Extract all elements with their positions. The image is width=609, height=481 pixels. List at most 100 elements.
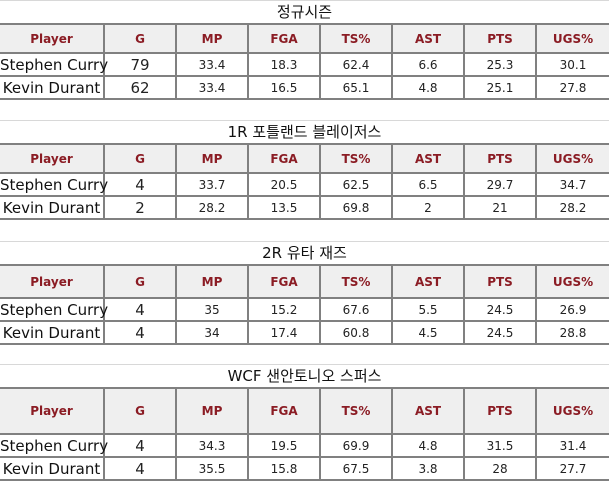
stat-cell: 15.8 — [247, 456, 321, 481]
stat-cell: 35 — [175, 297, 249, 322]
stat-cell: 15.2 — [247, 297, 321, 322]
stats-table: Player G MP FGA TS% AST PTS UGS% Stephen Curry 4 3… — [0, 387, 609, 481]
stats-section: 2R 유타 재즈 Player G MP FGA TS% AST PTS UGS% Stephen… — [0, 241, 609, 345]
stat-cell: 4 — [103, 433, 177, 458]
column-header: AST — [391, 387, 465, 435]
stat-cell: 79 — [103, 52, 177, 77]
column-header: MP — [175, 23, 249, 54]
column-header: AST — [391, 23, 465, 54]
stat-cell: 60.8 — [319, 320, 393, 345]
column-header: UGS% — [535, 264, 609, 299]
stat-cell: 4 — [103, 172, 177, 197]
column-header: MP — [175, 264, 249, 299]
column-header: FGA — [247, 143, 321, 174]
stat-cell: 28.2 — [175, 195, 249, 220]
table-row: Kevin Durant 2 28.2 13.5 69.8 2 21 28.2 — [0, 195, 609, 220]
section-title: 2R 유타 재즈 — [0, 241, 609, 264]
section-title: 정규시즌 — [0, 0, 609, 23]
stats-section: WCF 샌안토니오 스퍼스 Player G MP FGA TS% AST PTS UGS% St… — [0, 364, 609, 481]
stat-cell: 31.5 — [463, 433, 537, 458]
stat-cell: 24.5 — [463, 297, 537, 322]
stat-cell: 33.4 — [175, 75, 249, 100]
column-header: UGS% — [535, 23, 609, 54]
stat-cell: 4.8 — [391, 433, 465, 458]
stat-cell: 25.3 — [463, 52, 537, 77]
column-header: PTS — [463, 387, 537, 435]
stat-cell: 35.5 — [175, 456, 249, 481]
column-header: PTS — [463, 264, 537, 299]
stat-cell: 69.8 — [319, 195, 393, 220]
section-title: 1R 포틀랜드 블레이저스 — [0, 120, 609, 143]
player-name: Stephen Curry — [0, 52, 108, 77]
section-title: WCF 샌안토니오 스퍼스 — [0, 364, 609, 387]
stat-cell: 2 — [391, 195, 465, 220]
column-header: TS% — [319, 23, 393, 54]
stat-cell: 34 — [175, 320, 249, 345]
table-row: Stephen Curry 4 35 15.2 67.6 5.5 24.5 26.9 — [0, 297, 609, 322]
column-header: AST — [391, 143, 465, 174]
player-name: Kevin Durant — [0, 320, 105, 345]
stat-cell: 62.4 — [319, 52, 393, 77]
player-name: Kevin Durant — [0, 75, 105, 100]
stat-cell: 62 — [103, 75, 177, 100]
column-header: MP — [175, 387, 249, 435]
column-header: TS% — [319, 143, 393, 174]
stat-cell: 28 — [463, 456, 537, 481]
table-row: Stephen Curry 4 33.7 20.5 62.5 6.5 29.7 34.7 — [0, 172, 609, 197]
stat-cell: 28.2 — [535, 195, 609, 220]
stat-cell: 33.4 — [175, 52, 249, 77]
column-header: G — [103, 143, 177, 174]
stats-table: Player G MP FGA TS% AST PTS UGS% Stephen Curry 4 3… — [0, 264, 609, 345]
stat-cell: 33.7 — [175, 172, 249, 197]
stats-section: 1R 포틀랜드 블레이저스 Player G MP FGA TS% AST PTS UGS% St… — [0, 120, 609, 220]
table-row: Kevin Durant 62 33.4 16.5 65.1 4.8 25.1 27.8 — [0, 75, 609, 100]
column-header: G — [103, 387, 177, 435]
stat-cell: 5.5 — [391, 297, 465, 322]
stat-cell: 29.7 — [463, 172, 537, 197]
stat-cell: 2 — [103, 195, 177, 220]
column-header: MP — [175, 143, 249, 174]
header-row: Player G MP FGA TS% AST PTS UGS% — [0, 387, 609, 435]
stat-cell: 13.5 — [247, 195, 321, 220]
player-name: Kevin Durant — [0, 456, 105, 481]
stat-cell: 31.4 — [535, 433, 609, 458]
column-header: Player — [0, 264, 105, 299]
table-row: Stephen Curry 4 34.3 19.5 69.9 4.8 31.5 31.4 — [0, 433, 609, 458]
stat-cell: 4 — [103, 456, 177, 481]
player-name: Stephen Curry — [0, 433, 108, 458]
stat-cell: 18.3 — [247, 52, 321, 77]
player-name: Kevin Durant — [0, 195, 105, 220]
stat-cell: 24.5 — [463, 320, 537, 345]
stat-cell: 20.5 — [247, 172, 321, 197]
player-name: Stephen Curry — [0, 297, 108, 322]
stat-cell: 3.8 — [391, 456, 465, 481]
stat-cell: 4.8 — [391, 75, 465, 100]
stat-cell: 16.5 — [247, 75, 321, 100]
stat-cell: 34.7 — [535, 172, 609, 197]
column-header: UGS% — [535, 387, 609, 435]
table-row: Stephen Curry 79 33.4 18.3 62.4 6.6 25.3 30.1 — [0, 52, 609, 77]
column-header: Player — [0, 143, 105, 174]
column-header: UGS% — [535, 143, 609, 174]
column-header: PTS — [463, 23, 537, 54]
column-header: FGA — [247, 23, 321, 54]
stat-cell: 4 — [103, 297, 177, 322]
column-header: FGA — [247, 264, 321, 299]
stat-cell: 4 — [103, 320, 177, 345]
stats-table: Player G MP FGA TS% AST PTS UGS% Stephen Curry 79… — [0, 23, 609, 100]
stat-cell: 67.6 — [319, 297, 393, 322]
column-header: AST — [391, 264, 465, 299]
stat-cell: 34.3 — [175, 433, 249, 458]
column-header: PTS — [463, 143, 537, 174]
column-header: G — [103, 23, 177, 54]
stats-section: 정규시즌 Player G MP FGA TS% AST PTS UGS% Stephen Cur… — [0, 0, 609, 100]
header-row: Player G MP FGA TS% AST PTS UGS% — [0, 23, 609, 54]
header-row: Player G MP FGA TS% AST PTS UGS% — [0, 143, 609, 174]
column-header: Player — [0, 23, 105, 54]
player-name: Stephen Curry — [0, 172, 108, 197]
stat-cell: 28.8 — [535, 320, 609, 345]
stat-cell: 17.4 — [247, 320, 321, 345]
column-header: G — [103, 264, 177, 299]
column-header: Player — [0, 387, 105, 435]
stat-cell: 26.9 — [535, 297, 609, 322]
